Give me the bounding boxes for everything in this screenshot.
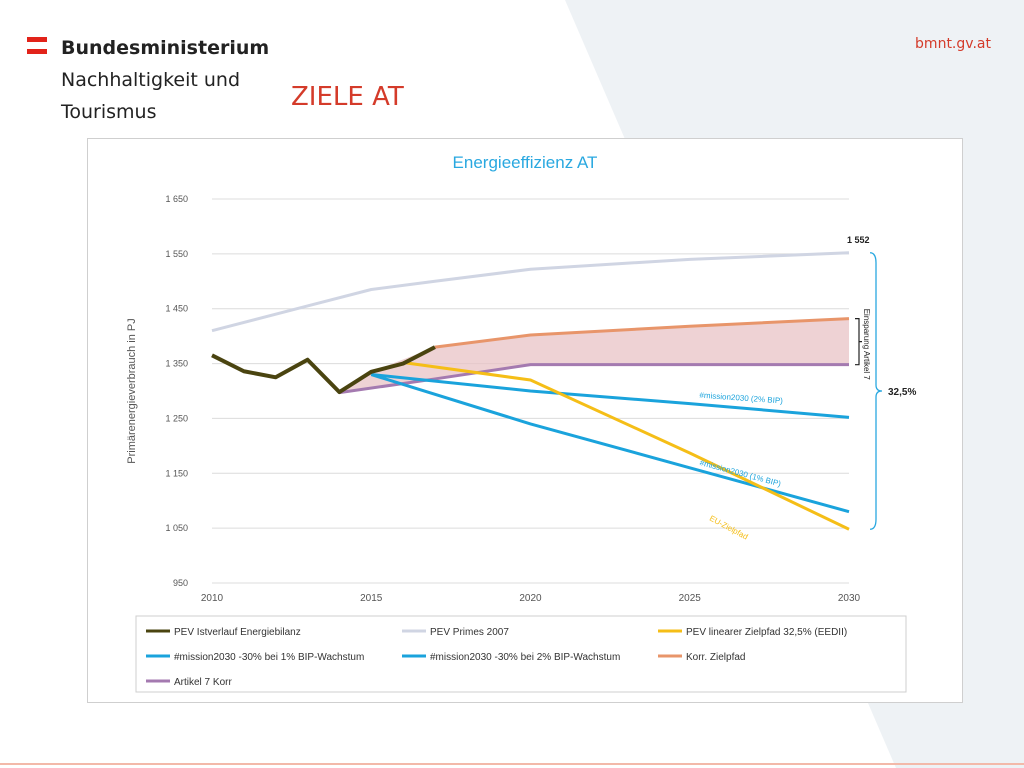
x-tick-label: 2030 (838, 593, 861, 604)
austria-flag-stripe-bottom (27, 49, 47, 54)
legend-label: PEV linearer Zielpfad 32,5% (EEDII) (686, 627, 847, 638)
legend-label: Korr. Zielpfad (686, 652, 745, 663)
y-tick-label: 1 150 (165, 468, 188, 478)
series-line-5 (402, 360, 850, 531)
legend-label: #mission2030 -30% bei 1% BIP-Wachstum (174, 652, 364, 663)
legend-label: PEV Istverlauf Energiebilanz (174, 627, 301, 638)
y-tick-label: 1 650 (165, 194, 188, 204)
slide-title: ZIELE AT (291, 82, 404, 112)
legend-box (135, 615, 907, 693)
y-tick-label: 950 (173, 578, 188, 588)
y-tick-label: 1 050 (165, 523, 188, 533)
legend-label: Artikel 7 Korr (174, 677, 232, 688)
austria-flag-stripe-top (27, 37, 47, 42)
series-line-0 (211, 251, 850, 333)
legend-label: #mission2030 -30% bei 2% BIP-Wachstum (430, 652, 620, 663)
y-tick-label: 1 450 (165, 304, 188, 314)
bottom-divider (0, 763, 1024, 765)
end-value-label: 1 552 (847, 235, 870, 245)
y-tick-label: 1 350 (165, 359, 188, 369)
y-tick-label: 1 250 (165, 413, 188, 423)
percent-brace (869, 252, 883, 530)
chart-frame: Energieeffizienz AT 950 1 050 1 150 1 250 1 3… (87, 138, 963, 703)
energy-efficiency-chart: Energieeffizienz AT 950 1 050 1 150 1 250 1 3… (126, 153, 916, 693)
savings-bracket (855, 317, 862, 366)
x-tick-label: 2020 (519, 593, 542, 604)
savings-label: Einsparung Artikel 7 (862, 309, 871, 381)
x-tick-label: 2025 (679, 593, 702, 604)
y-tick-label: 1 550 (165, 249, 188, 259)
series-line-1 (434, 317, 850, 349)
percent-label: 32,5% (888, 387, 916, 398)
ministry-name-line-1: Bundesministerium (61, 37, 270, 59)
series-line-2 (339, 363, 849, 395)
x-tick-label: 2010 (201, 593, 224, 604)
chart-title: Energieeffizienz AT (453, 153, 598, 172)
x-tick-label: 2015 (360, 593, 383, 604)
series-line-3 (371, 373, 850, 419)
series-line-6 (211, 345, 436, 395)
y-axis-label: Primärenergieverbrauch in PJ (126, 318, 138, 464)
legend-label: PEV Primes 2007 (430, 627, 509, 638)
site-url[interactable]: bmnt.gv.at (915, 36, 991, 52)
eu-path-label: EU-Zielpfad (708, 514, 750, 542)
mission-2pct-label: #mission2030 (2% BIP) (699, 391, 783, 406)
ministry-name-line-2: Nachhaltigkeit und (61, 69, 241, 91)
ministry-name-line-3: Tourismus (61, 101, 157, 123)
